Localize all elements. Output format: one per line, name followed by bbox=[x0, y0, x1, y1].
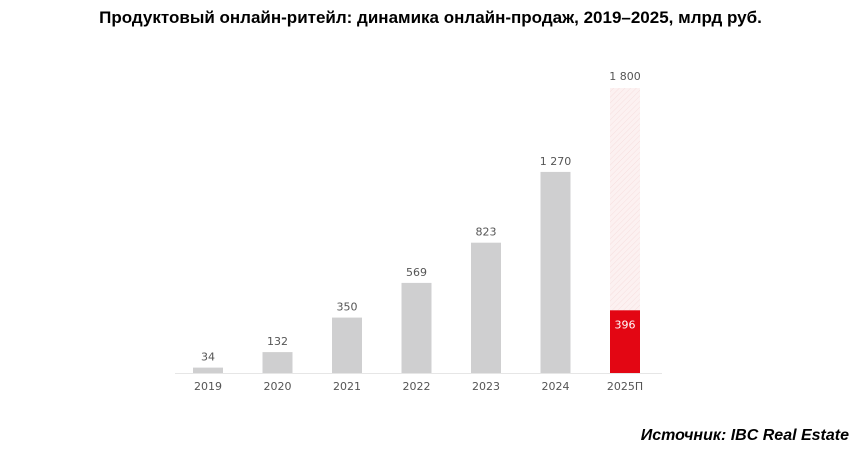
x-tick-label: 2019 bbox=[194, 380, 222, 393]
x-tick-label: 2020 bbox=[264, 380, 292, 393]
bar-2023 bbox=[471, 242, 501, 373]
x-tick-label: 2021 bbox=[333, 380, 361, 393]
x-tick-label: 2025П bbox=[607, 380, 643, 393]
source-note: Источник: IBC Real Estate bbox=[640, 427, 849, 444]
value-label: 1 270 bbox=[540, 155, 572, 168]
value-label: 132 bbox=[267, 335, 288, 348]
value-label: 350 bbox=[337, 301, 358, 314]
x-tick-label: 2022 bbox=[403, 380, 431, 393]
value-label: 569 bbox=[406, 266, 427, 279]
bar-2022 bbox=[401, 282, 432, 373]
bar-2020 bbox=[262, 352, 293, 373]
bar-2019 bbox=[193, 367, 223, 373]
forecast-label: 1 800 bbox=[609, 70, 641, 83]
bar-2021 bbox=[332, 317, 362, 373]
value-label: 396 bbox=[615, 318, 636, 331]
bar-2025П bbox=[610, 310, 640, 373]
chart-title: Продуктовый онлайн-ритейл: динамика онла… bbox=[99, 8, 762, 27]
value-label: 823 bbox=[476, 226, 497, 239]
x-tick-label: 2023 bbox=[472, 380, 500, 393]
x-tick-label: 2024 bbox=[542, 380, 570, 393]
bar-2024 bbox=[540, 171, 571, 373]
value-label: 34 bbox=[201, 351, 215, 364]
